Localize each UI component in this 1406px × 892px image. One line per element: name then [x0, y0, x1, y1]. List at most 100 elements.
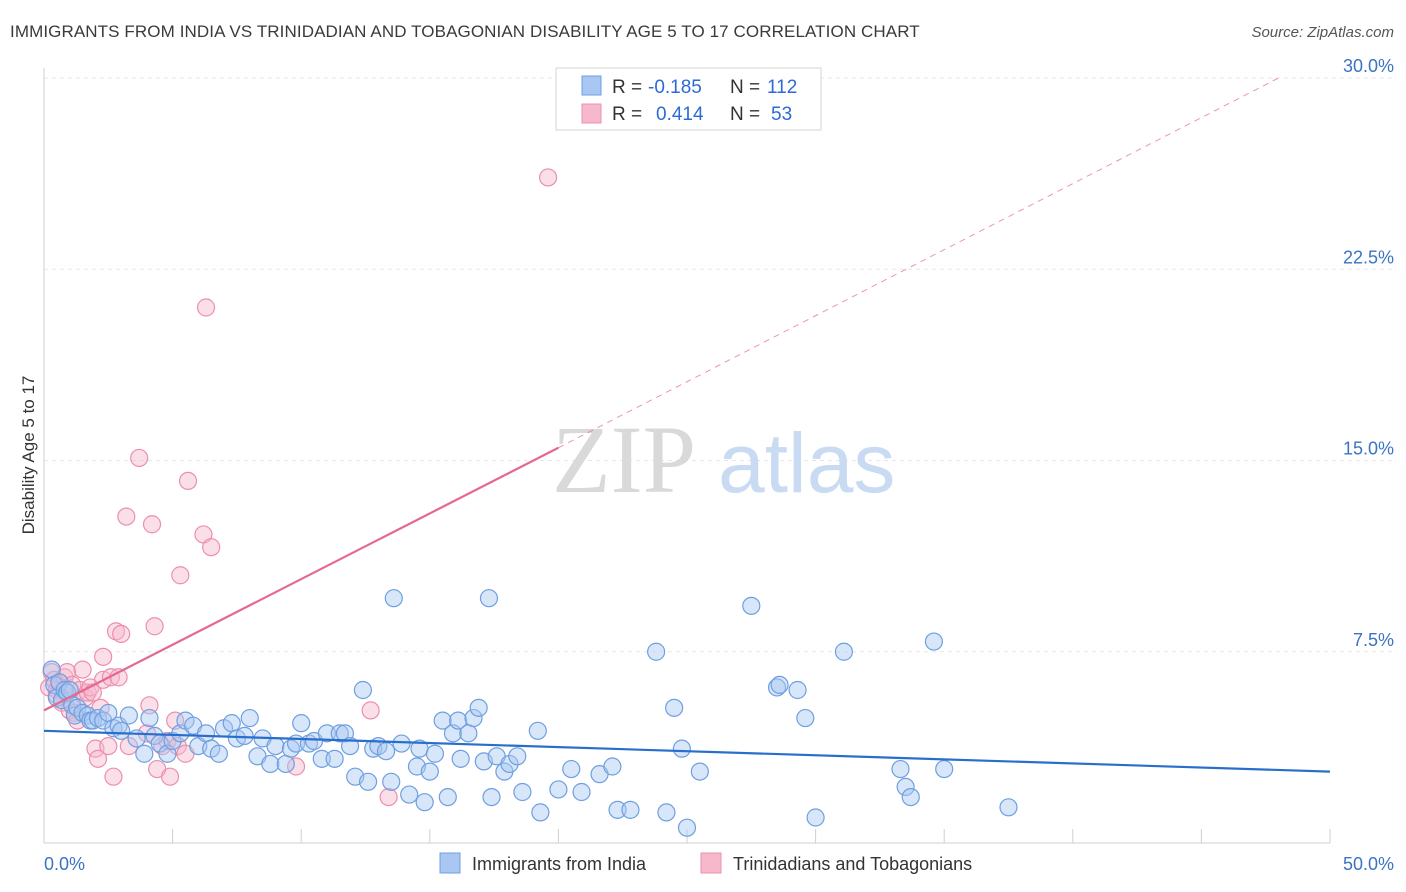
trin-point	[361, 701, 380, 720]
india-trendline	[43, 729, 1331, 773]
india-point	[572, 782, 591, 802]
stats-legend: R = -0.185 N = 112 R = 0.414 N = 53	[555, 67, 822, 131]
india-point	[420, 762, 439, 781]
india-point	[767, 678, 787, 697]
india-point	[482, 787, 501, 807]
legend-label-india: Immigrants from India	[472, 854, 647, 874]
india-point	[415, 793, 434, 812]
india-point	[891, 759, 910, 779]
india-point	[392, 734, 411, 753]
trin-trendline-extension	[558, 77, 1279, 449]
trendlines	[43, 77, 1331, 773]
trin-point	[196, 298, 216, 317]
india-point	[266, 736, 285, 756]
chart-title: IMMIGRANTS FROM INDIA VS TRINIDADIAN AND…	[10, 22, 920, 41]
watermark-zip: ZIP	[552, 406, 696, 513]
india-point	[60, 680, 79, 700]
india-point	[788, 680, 807, 700]
india-point	[382, 772, 401, 791]
india-point	[896, 777, 915, 797]
india-point	[353, 680, 373, 700]
trin-point	[119, 736, 138, 756]
india-point	[222, 714, 241, 733]
india-points	[42, 589, 1018, 837]
trin-point	[142, 515, 162, 534]
trin-point	[94, 647, 113, 666]
india-point	[549, 780, 568, 799]
india-point	[796, 708, 815, 728]
india-point	[209, 744, 228, 763]
india-point	[88, 708, 108, 728]
y-tick-label: 30.0%	[1343, 56, 1394, 76]
trin-point	[88, 749, 108, 768]
y-tick-label: 22.5%	[1343, 247, 1394, 267]
india-point	[433, 711, 452, 730]
trin-point	[202, 538, 221, 557]
y-tick-labels: 7.5% 15.0% 22.5% 30.0%	[1343, 56, 1394, 650]
india-point	[358, 772, 378, 791]
india-point	[513, 782, 532, 802]
trin-point	[171, 566, 190, 585]
india-point	[451, 749, 470, 768]
india-point	[135, 744, 154, 763]
source-label: Source: ZipAtlas.com	[1251, 24, 1394, 41]
india-point	[608, 800, 627, 819]
legend-swatch-trin	[700, 852, 722, 874]
india-point	[665, 698, 684, 717]
trin-r-value: 0.414	[656, 104, 704, 125]
india-point	[770, 675, 789, 695]
india-r-value: -0.185	[648, 77, 702, 98]
india-point	[438, 787, 457, 807]
series-legend: Immigrants from India Trinidadians and T…	[439, 852, 972, 874]
trin-n-label: N =	[730, 104, 760, 125]
india-point	[317, 724, 337, 743]
india-point	[376, 742, 396, 761]
trin-point	[104, 767, 123, 786]
trin-point	[379, 787, 398, 807]
india-point	[196, 724, 216, 743]
x-tick-label-max: 50.0%	[1343, 854, 1394, 874]
india-point	[261, 754, 280, 774]
trin-legend-swatch	[581, 103, 602, 124]
india-point	[281, 739, 301, 758]
india-point	[677, 818, 697, 837]
trin-point	[106, 622, 126, 641]
india-point	[935, 759, 954, 779]
trin-point	[160, 767, 180, 786]
india-point	[603, 757, 622, 776]
india-point	[924, 632, 944, 651]
india-point	[240, 708, 259, 728]
india-point	[119, 706, 138, 725]
trin-point	[73, 660, 92, 679]
trin-trendline	[43, 446, 559, 712]
india-point	[647, 642, 666, 661]
india-point	[276, 754, 295, 774]
india-point	[83, 711, 102, 730]
legend-label-trin: Trinidadians and Tobagonians	[733, 854, 972, 874]
india-point	[330, 724, 349, 743]
x-tick-label-min: 0.0%	[44, 854, 85, 874]
india-point	[112, 721, 131, 740]
india-point	[55, 680, 74, 700]
y-axis-title: Disability Age 5 to 17	[19, 376, 38, 535]
legend-swatch-india	[439, 852, 461, 874]
india-point	[400, 785, 419, 804]
trin-point	[99, 736, 118, 756]
india-point	[690, 762, 709, 781]
trin-point	[112, 624, 131, 644]
india-point	[508, 747, 527, 766]
india-point	[140, 708, 159, 728]
india-point	[621, 800, 640, 819]
india-point	[742, 596, 761, 615]
trin-n-value: 53	[771, 104, 792, 125]
watermark-atlas: atlas	[718, 416, 895, 510]
india-point	[292, 714, 311, 733]
india-point	[806, 808, 825, 827]
india-point	[325, 749, 344, 768]
india-point	[901, 787, 920, 807]
india-point	[562, 759, 581, 779]
india-point	[672, 739, 691, 758]
india-point	[448, 711, 468, 730]
india-point	[464, 708, 483, 728]
